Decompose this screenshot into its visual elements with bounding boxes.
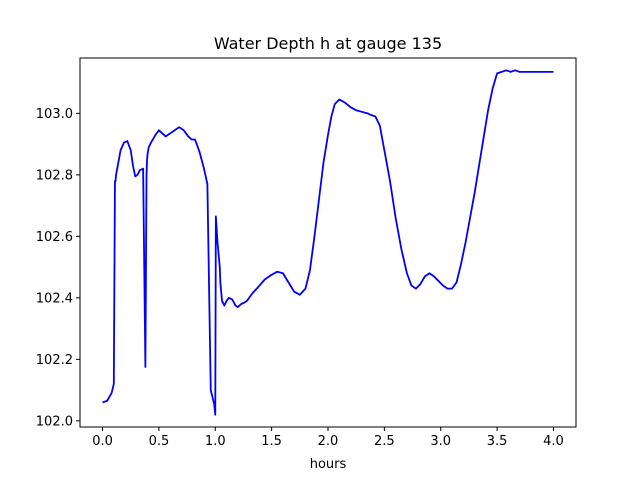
axes-frame	[79, 57, 577, 428]
x-tick-label: 1.5	[261, 434, 282, 449]
y-tick-label: 102.0	[36, 414, 73, 429]
x-tick-label: 2.0	[318, 434, 339, 449]
x-tick-label: 4.0	[543, 434, 564, 449]
y-axis-ticks: 102.0 102.2 102.4 102.6 102.8 103.0	[36, 107, 80, 429]
y-tick-label: 102.4	[36, 291, 73, 306]
x-tick-label: 2.5	[374, 434, 395, 449]
x-tick-label: 0.5	[149, 434, 170, 449]
chart-title: Water Depth h at gauge 135	[214, 34, 442, 53]
x-tick-label: 1.0	[205, 434, 226, 449]
y-tick-label: 103.0	[36, 107, 73, 122]
y-tick-label: 102.6	[36, 230, 73, 245]
x-axis-label: hours	[310, 457, 347, 472]
x-axis-ticks: 0.0 0.5 1.0 1.5 2.0 2.5 3.0 3.5 4.0	[92, 427, 564, 449]
x-tick-label: 3.0	[430, 434, 451, 449]
series-line-0	[102, 69, 554, 416]
x-tick-label: 0.0	[92, 434, 113, 449]
y-tick-label: 102.2	[36, 353, 73, 368]
plot-area	[102, 69, 554, 416]
x-tick-label: 3.5	[487, 434, 508, 449]
y-tick-label: 102.8	[36, 168, 73, 183]
